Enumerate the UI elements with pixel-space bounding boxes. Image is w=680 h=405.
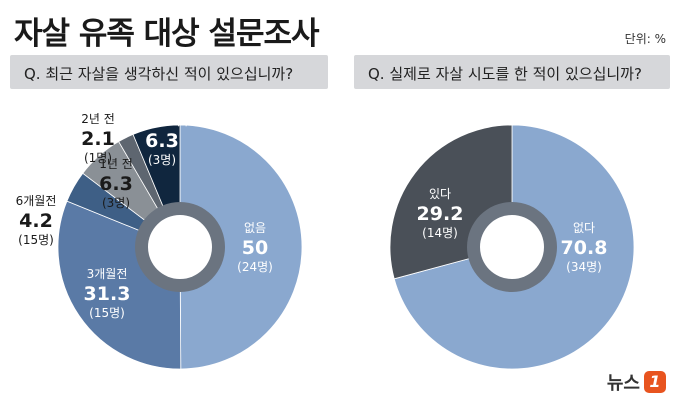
- donut-1-hole: [148, 215, 212, 279]
- donut-1-value-3: 4.2: [19, 210, 53, 232]
- donut-1-count-2: (15명): [89, 306, 125, 320]
- donut-2-value-1: 70.8: [561, 237, 608, 259]
- donut-1-count-6: (3명): [148, 153, 176, 167]
- question-bar-2: Q. 실제로 자살 시도를 한 적이 있으십니까?: [354, 55, 670, 89]
- question-1-text: Q. 최근 자살을 생각하신 적이 있으십니까?: [24, 65, 294, 83]
- donut-1-label-3: 6개월전: [16, 194, 57, 208]
- donut-2-hole: [480, 215, 544, 279]
- donut-2-label-1: 없다: [573, 221, 595, 235]
- donut-1-count-1: (24명): [237, 260, 273, 274]
- donut-1-value-6: 6.3: [145, 130, 179, 152]
- donut-2-count-1: (34명): [566, 260, 602, 274]
- donut-1-value-2: 31.3: [84, 283, 131, 305]
- donut-1-label-6: 2년 전 이후: [132, 114, 191, 128]
- donut-2-value-2: 29.2: [417, 203, 464, 225]
- logo-mark-icon: 1: [644, 371, 666, 393]
- donut-1-label-2: 3개월전: [87, 267, 128, 281]
- donut-1-count-4: (3명): [102, 196, 130, 210]
- question-bar-1: Q. 최근 자살을 생각하신 적이 있으십니까?: [10, 55, 328, 89]
- page-title: 자살 유족 대상 설문조사: [14, 16, 320, 52]
- donut-1-count-5: (1명): [84, 151, 112, 165]
- donut-1-count-3: (15명): [18, 233, 54, 247]
- donut-1-value-1: 50: [242, 237, 268, 259]
- question-2-text: Q. 실제로 자살 시도를 한 적이 있으십니까?: [368, 65, 642, 83]
- donut-2-count-2: (14명): [422, 226, 458, 240]
- donut-2-label-2: 있다: [429, 187, 451, 201]
- donut-1-label-1: 없음: [244, 221, 266, 235]
- unit-label: 단위: %: [624, 32, 666, 46]
- news1-logo: 뉴스 1: [607, 369, 666, 395]
- donut-1-label-4: 1년 전: [99, 157, 133, 171]
- donut-1-label-5: 2년 전: [81, 112, 115, 126]
- donut-1-value-4: 6.3: [99, 173, 133, 195]
- donut-1-value-5: 2.1: [81, 128, 115, 150]
- logo-text: 뉴스: [606, 373, 640, 394]
